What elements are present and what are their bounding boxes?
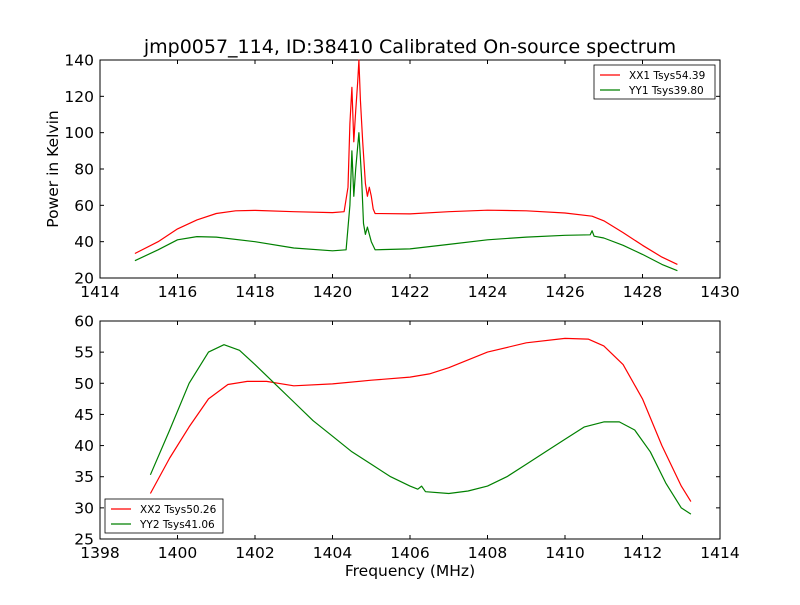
top-y-tick-label: 40 — [74, 233, 94, 251]
bottom-y-tick-label: 55 — [74, 344, 94, 362]
top-x-tick-label: 1430 — [700, 283, 739, 301]
top-legend-label-1: XX1 Tsys54.39 — [629, 70, 705, 82]
bottom-x-tick-label: 1414 — [700, 544, 739, 562]
bottom-x-tick-label: 1412 — [623, 544, 662, 562]
top-x-tick-label: 1428 — [623, 283, 662, 301]
bottom-x-tick-label: 1408 — [468, 544, 507, 562]
top-x-tick-label: 1418 — [235, 283, 274, 301]
bottom-y-tick-label: 45 — [74, 406, 94, 424]
top-y-tick-label: 140 — [64, 52, 94, 70]
top-y-tick-label: 60 — [74, 197, 94, 215]
bottom-x-tick-label: 1404 — [313, 544, 352, 562]
bottom-x-axis-label: Frequency (MHz) — [345, 562, 475, 580]
top-y-axis-label: Power in Kelvin — [44, 110, 62, 227]
top-legend-box — [593, 64, 716, 100]
top-y-tick-label: 80 — [74, 161, 94, 179]
bottom-legend-label-1: XX2 Tsys50.26 — [140, 504, 217, 516]
chart-title: jmp0057_114, ID:38410 Calibrated On-sour… — [143, 36, 676, 58]
top-y-tick-label: 120 — [64, 88, 94, 106]
bottom-x-tick-label: 1406 — [390, 544, 429, 562]
top-x-tick-label: 1424 — [468, 283, 507, 301]
bottom-x-tick-label: 1402 — [235, 544, 274, 562]
top-x-tick-label: 1422 — [390, 283, 429, 301]
top-series-line-1 — [134, 59, 678, 265]
bottom-y-tick-label: 60 — [74, 313, 94, 331]
bottom-y-tick-label: 35 — [74, 468, 94, 486]
bottom-y-tick-label: 50 — [74, 375, 94, 393]
top-x-tick-label: 1426 — [545, 283, 584, 301]
bottom-x-tick-label: 1400 — [158, 544, 197, 562]
bottom-series-line-1 — [149, 337, 692, 502]
top-x-tick-label: 1420 — [313, 283, 352, 301]
bottom-series-line-2 — [149, 344, 692, 515]
bottom-legend-box — [104, 498, 224, 534]
bottom-y-tick-label: 30 — [74, 499, 94, 517]
top-legend-label-2: YY1 Tsys39.80 — [628, 85, 704, 97]
top-x-tick-label: 1416 — [158, 283, 197, 301]
bottom-subplot: 1398 1400 1402 1404 1406 1408 1410 1412 1414 25 30… — [74, 313, 739, 563]
top-x-tick-label: 1414 — [80, 283, 119, 301]
top-y-tick-label: 100 — [64, 124, 94, 142]
bottom-y-tick-label: 25 — [74, 531, 94, 549]
top-series-line-2 — [134, 132, 678, 272]
top-subplot: 1414 1416 1418 1420 1422 1424 1426 1428 1430 20 40… — [64, 52, 739, 302]
bottom-legend-label-2: YY2 Tsys41.06 — [139, 519, 215, 531]
top-y-tick-label: 20 — [74, 270, 94, 288]
bottom-x-tick-label: 1410 — [545, 544, 584, 562]
bottom-x-tick-label: 1398 — [80, 544, 119, 562]
bottom-y-tick-label: 40 — [74, 437, 94, 455]
